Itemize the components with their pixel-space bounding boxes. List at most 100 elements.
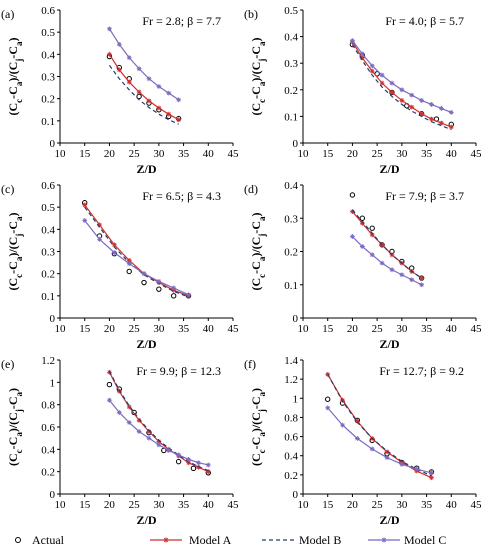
model-c-point xyxy=(340,422,345,428)
y-tick-label: 0.1 xyxy=(41,116,55,128)
model-c-point xyxy=(156,442,162,448)
x-tick-label: 45 xyxy=(228,323,240,335)
model-c-point xyxy=(171,285,177,291)
model-c-point xyxy=(126,261,132,267)
model-c-point xyxy=(116,410,122,415)
y-tick-label: 0.6 xyxy=(284,432,298,444)
y-axis-label: (Cc-Ca)/(Cj-Ca) xyxy=(249,212,267,290)
x-tick-label: 35 xyxy=(178,499,190,511)
y-tick-label: 0.3 xyxy=(41,247,55,259)
model-a-point xyxy=(126,404,132,410)
model-c-line xyxy=(108,399,209,466)
legend-model-c-label: Model C xyxy=(404,533,446,547)
panel-label: (f) xyxy=(244,357,256,371)
actual-point xyxy=(131,409,137,416)
x-tick-label: 40 xyxy=(446,148,458,160)
x-tick-label: 40 xyxy=(446,499,458,511)
model-a-point xyxy=(146,429,152,434)
actual-point xyxy=(141,279,147,286)
model-c-point xyxy=(176,452,182,458)
panel-6: 10 15 20 25 30 35 40 45 0 0.2 0.4 0.6 0.8 1 1.2 1.4 Z/D (… xyxy=(244,355,482,527)
model-a-point xyxy=(389,90,395,95)
x-tick-label: 25 xyxy=(129,499,141,511)
model-c-point xyxy=(166,448,172,453)
y-tick-label: 0.2 xyxy=(284,247,298,259)
legend: Actual Model A Model B Model C xyxy=(15,533,446,547)
model-a-point xyxy=(126,79,132,85)
y-axis-label: (Cc-Ca)/(Cj-Ca) xyxy=(249,37,267,115)
model-c-point xyxy=(186,292,191,298)
legend-model-a-label: Model A xyxy=(189,533,232,547)
y-tick-label: 0.2 xyxy=(41,467,55,479)
actual-point xyxy=(359,215,366,221)
legend-model-c-star xyxy=(381,537,387,543)
panel-annotation: Fr = 6.5; β = 4.3 xyxy=(142,189,221,203)
y-tick-label: 1.4 xyxy=(284,355,298,367)
actual-point xyxy=(349,192,356,198)
x-tick-label: 15 xyxy=(79,323,91,335)
y-tick-label: 0.3 xyxy=(41,72,55,84)
model-c-point xyxy=(409,92,415,98)
x-tick-label: 15 xyxy=(322,499,334,511)
x-tick-label: 20 xyxy=(104,323,116,335)
model-c-point xyxy=(359,51,365,57)
x-tick-label: 20 xyxy=(104,148,116,160)
x-tick-label: 10 xyxy=(298,323,310,335)
model-c-point xyxy=(399,272,405,278)
panel-annotation: Fr = 12.7; β = 9.2 xyxy=(379,364,464,378)
model-c-point xyxy=(354,436,360,441)
legend-actual-label: Actual xyxy=(32,533,65,547)
panel-annotation: Fr = 2.8; β = 7.7 xyxy=(142,14,221,28)
panel-annotation: Fr = 7.9; β = 3.7 xyxy=(385,189,464,203)
y-tick-label: 0.6 xyxy=(41,422,55,434)
x-tick-label: 25 xyxy=(129,323,141,335)
actual-point xyxy=(175,458,182,465)
x-tick-label: 35 xyxy=(421,323,433,335)
model-c-point xyxy=(429,102,434,107)
model-c-point xyxy=(97,236,102,242)
model-c-point xyxy=(146,435,152,441)
model-a-point xyxy=(156,439,162,444)
x-axis-label: Z/D xyxy=(136,337,156,351)
y-tick-label: 1 xyxy=(293,393,299,405)
model-a-point xyxy=(399,98,405,103)
y-tick-label: 1 xyxy=(50,377,56,389)
y-tick-label: 0 xyxy=(50,138,56,150)
model-a-point xyxy=(369,232,375,238)
model-c-point xyxy=(384,455,390,461)
model-a-point xyxy=(379,80,385,86)
model-c-point xyxy=(146,76,152,82)
model-c-point xyxy=(429,470,434,476)
model-a-point xyxy=(369,68,375,74)
y-tick-label: 0.5 xyxy=(284,5,298,17)
x-tick-label: 30 xyxy=(396,148,408,160)
model-c-point xyxy=(419,98,425,103)
actual-point xyxy=(190,465,197,472)
model-c-point xyxy=(176,97,182,103)
model-c-point xyxy=(448,110,454,115)
actual-point xyxy=(325,396,331,402)
model-a-point xyxy=(186,460,191,466)
x-tick-label: 15 xyxy=(79,499,91,511)
legend-model-b-label: Model B xyxy=(299,533,341,547)
x-tick-label: 20 xyxy=(347,323,359,335)
model-c-point xyxy=(196,460,201,466)
actual-point xyxy=(106,381,113,388)
y-tick-label: 0 xyxy=(293,489,299,501)
model-c-point xyxy=(409,277,415,283)
x-tick-label: 25 xyxy=(372,323,384,335)
model-a-line xyxy=(84,204,189,297)
model-c-point xyxy=(369,446,375,452)
x-tick-label: 20 xyxy=(104,499,116,511)
model-a-point xyxy=(429,116,434,122)
panel-label: (d) xyxy=(244,182,258,196)
model-c-point xyxy=(82,218,88,223)
x-tick-label: 30 xyxy=(153,323,165,335)
model-b-line xyxy=(84,206,189,298)
panel-label: (b) xyxy=(244,7,258,21)
model-a-line xyxy=(108,54,179,121)
model-a-line xyxy=(351,41,452,128)
x-tick-label: 15 xyxy=(322,323,334,335)
panel-2: 10 15 20 25 30 35 40 45 0 0.1 0.2 0.3 0.4 0.5 Z/D (Cc-C… xyxy=(244,5,482,176)
